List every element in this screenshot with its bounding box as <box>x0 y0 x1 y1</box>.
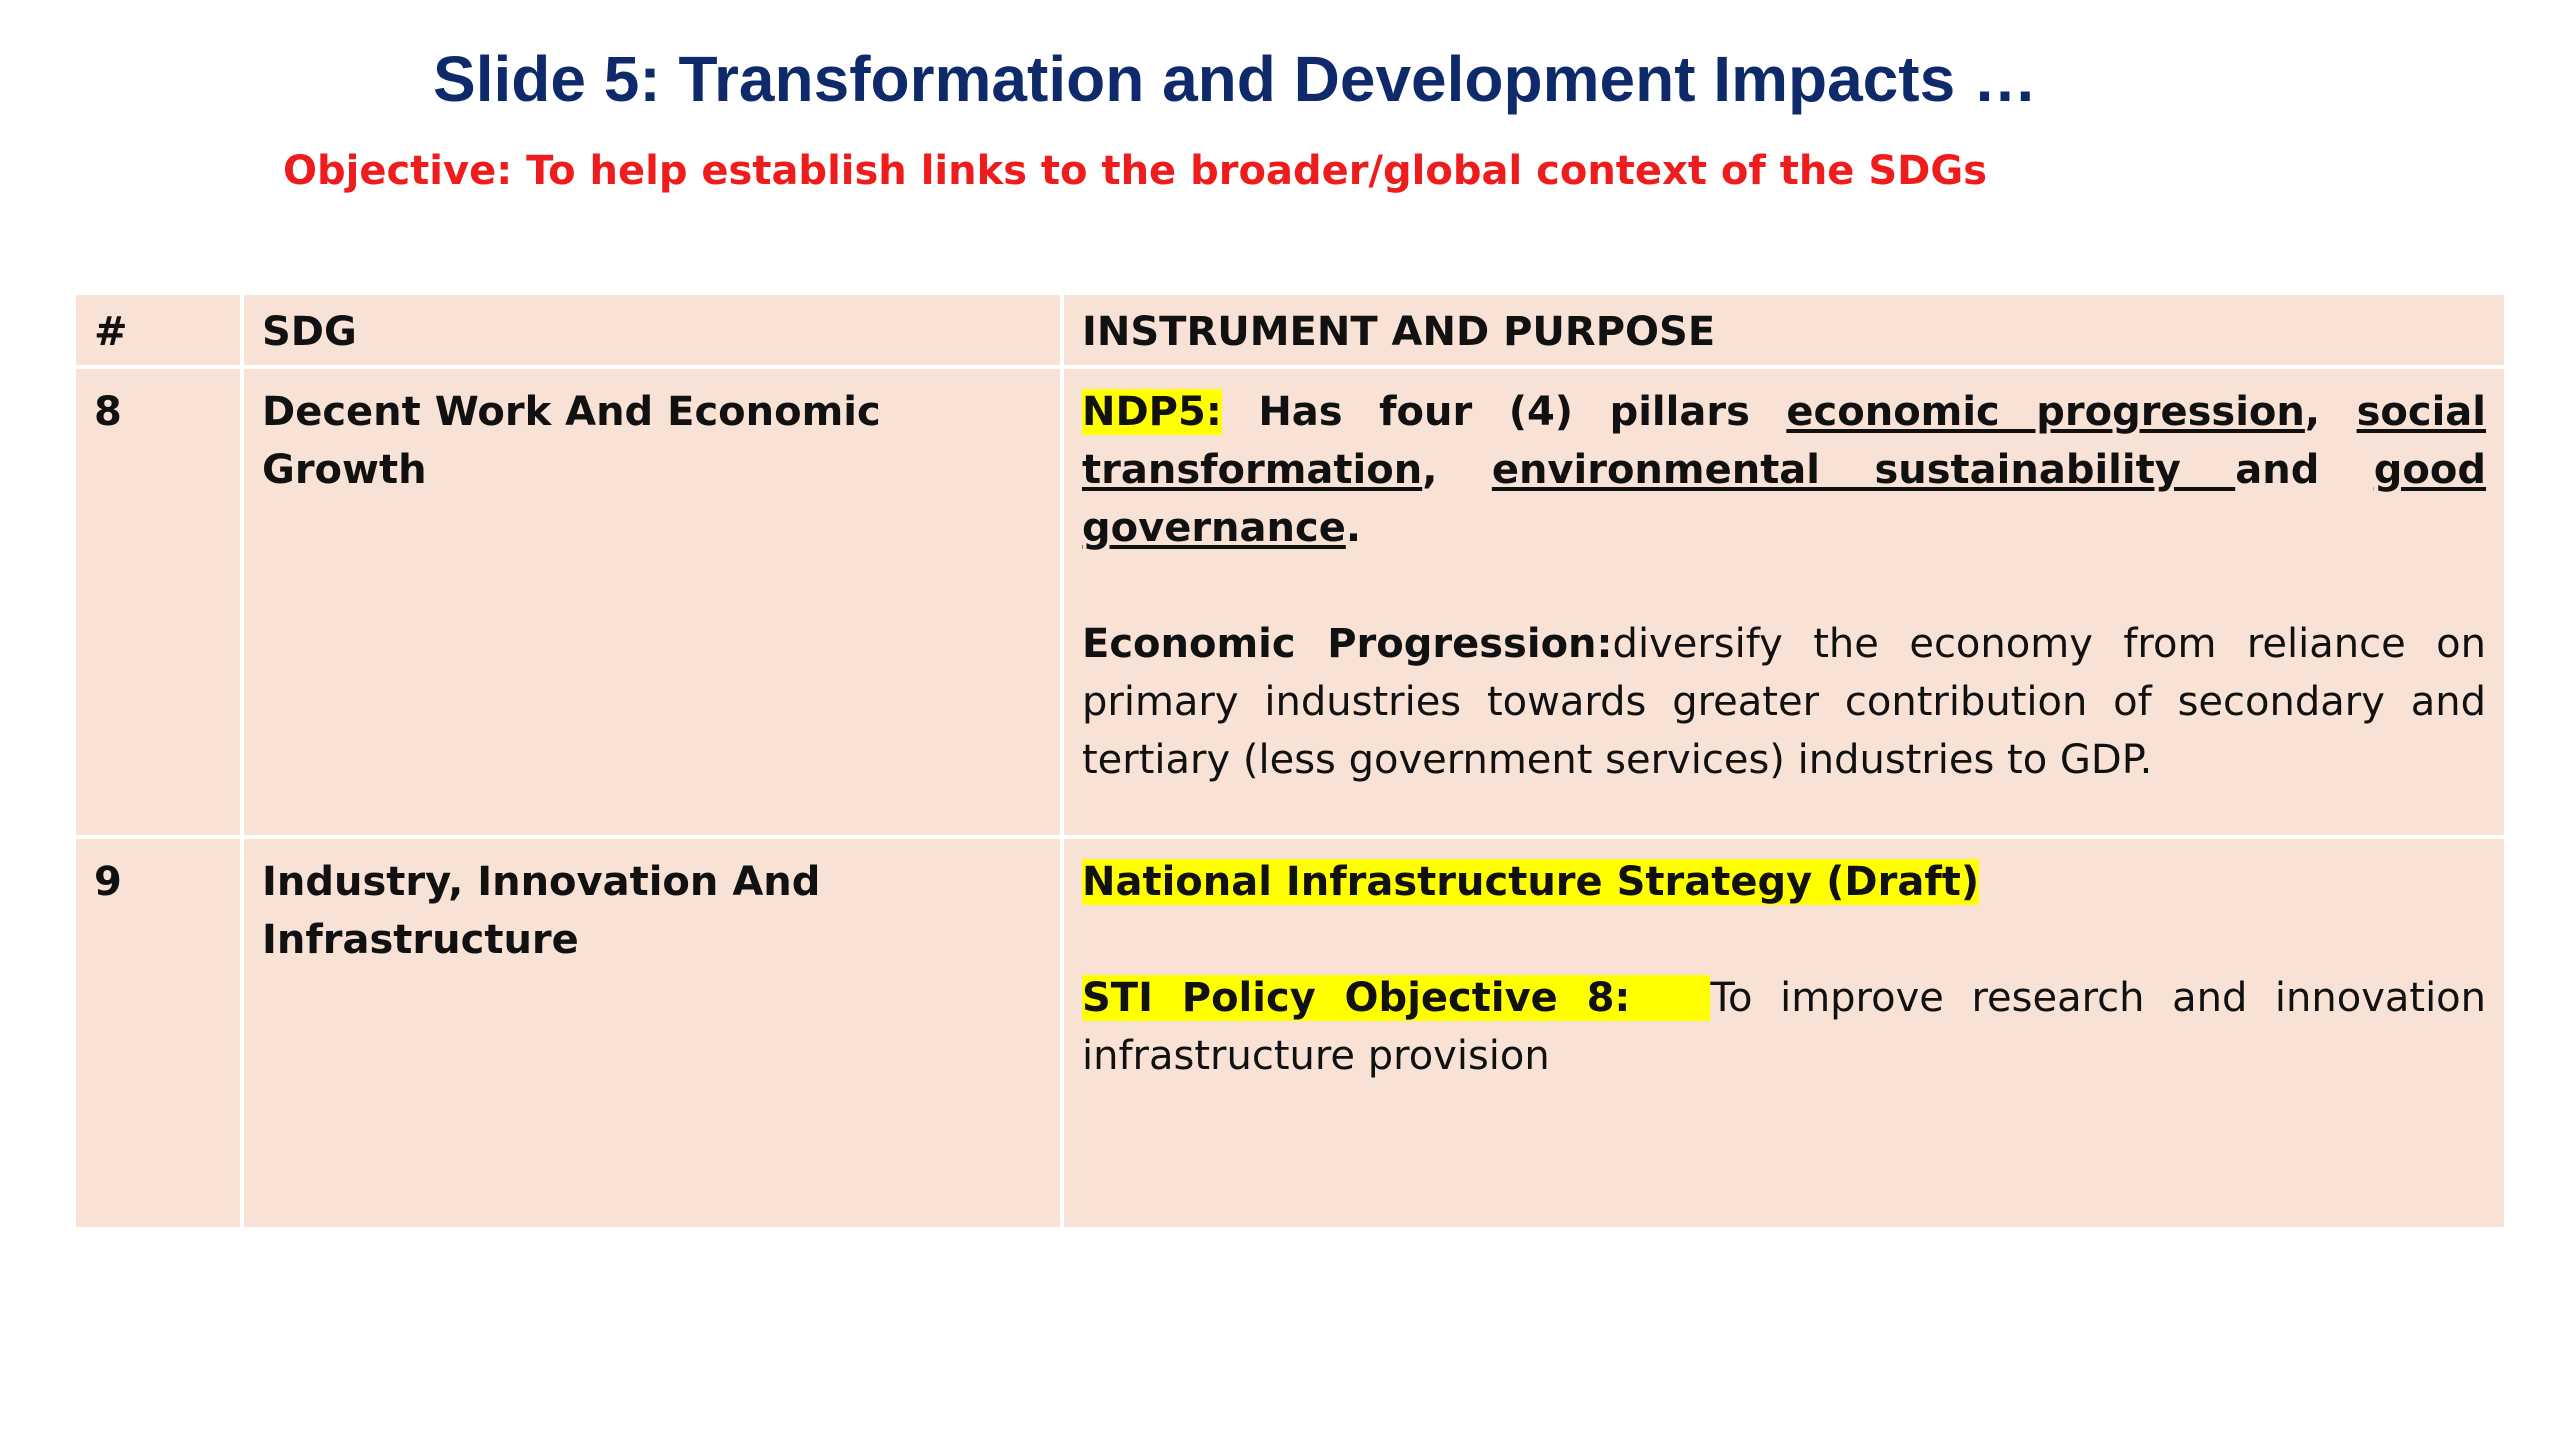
slide-title: Slide 5: Transformation and Development … <box>433 43 2037 115</box>
ndp5-paragraph: NDP5: Has four (4) pillars economic prog… <box>1082 383 2486 557</box>
table-row: 8 Decent Work And Economic Growth NDP5: … <box>72 365 2508 839</box>
ndp5-text: Has four (4) pillars <box>1221 389 1787 435</box>
economic-progression-text: diversify the economy from reliance on p… <box>1082 621 2487 783</box>
pillar-economic-progression: economic progression <box>1786 389 2305 435</box>
row-number: 9 <box>72 835 244 1231</box>
infrastructure-strategy-label: National Infrastructure Strategy (Draft) <box>1082 859 1980 905</box>
sti-policy-text: To improve research and innovation infra… <box>1082 975 2487 1079</box>
pillar-separator: , <box>2304 389 2357 435</box>
sti-policy-label: STI Policy Objective 8: <box>1082 975 1711 1021</box>
header-number: # <box>72 291 244 369</box>
economic-progression-label: Economic Progression: <box>1082 621 1613 667</box>
header-instrument: INSTRUMENT AND PURPOSE <box>1060 291 2508 369</box>
row-instrument: National Infrastructure Strategy (Draft)… <box>1060 835 2508 1231</box>
header-sdg: SDG <box>240 291 1064 369</box>
economic-progression-paragraph: Economic Progression:diversify the econo… <box>1082 615 2486 789</box>
pillar-end: . <box>1345 505 1362 551</box>
sti-paragraph: STI Policy Objective 8: To improve resear… <box>1082 969 2486 1085</box>
sdg-table: # SDG INSTRUMENT AND PURPOSE 8 Decent Wo… <box>72 291 2508 1231</box>
pillar-social-transformation: social transformation <box>1082 389 2487 493</box>
row-number: 8 <box>72 365 244 839</box>
pillar-separator: and <box>2235 447 2374 493</box>
slide-objective: Objective: To help establish links to th… <box>282 148 1988 194</box>
ndp5-label: NDP5: <box>1082 389 1222 435</box>
pillar-good-governance: good governance <box>1082 447 2486 551</box>
row-sdg: Industry, Innovation And Infrastructure <box>240 835 1064 1231</box>
pillar-environmental-sustainability: environmental sustainability <box>1491 447 2236 493</box>
row-instrument: NDP5: Has four (4) pillars economic prog… <box>1060 365 2508 839</box>
table-header-row: # SDG INSTRUMENT AND PURPOSE <box>72 291 2508 369</box>
row-sdg: Decent Work And Economic Growth <box>240 365 1064 839</box>
pillar-separator: , <box>1422 447 1492 493</box>
table-row: 9 Industry, Innovation And Infrastructur… <box>72 835 2508 1231</box>
strategy-paragraph: National Infrastructure Strategy (Draft) <box>1082 853 2486 911</box>
